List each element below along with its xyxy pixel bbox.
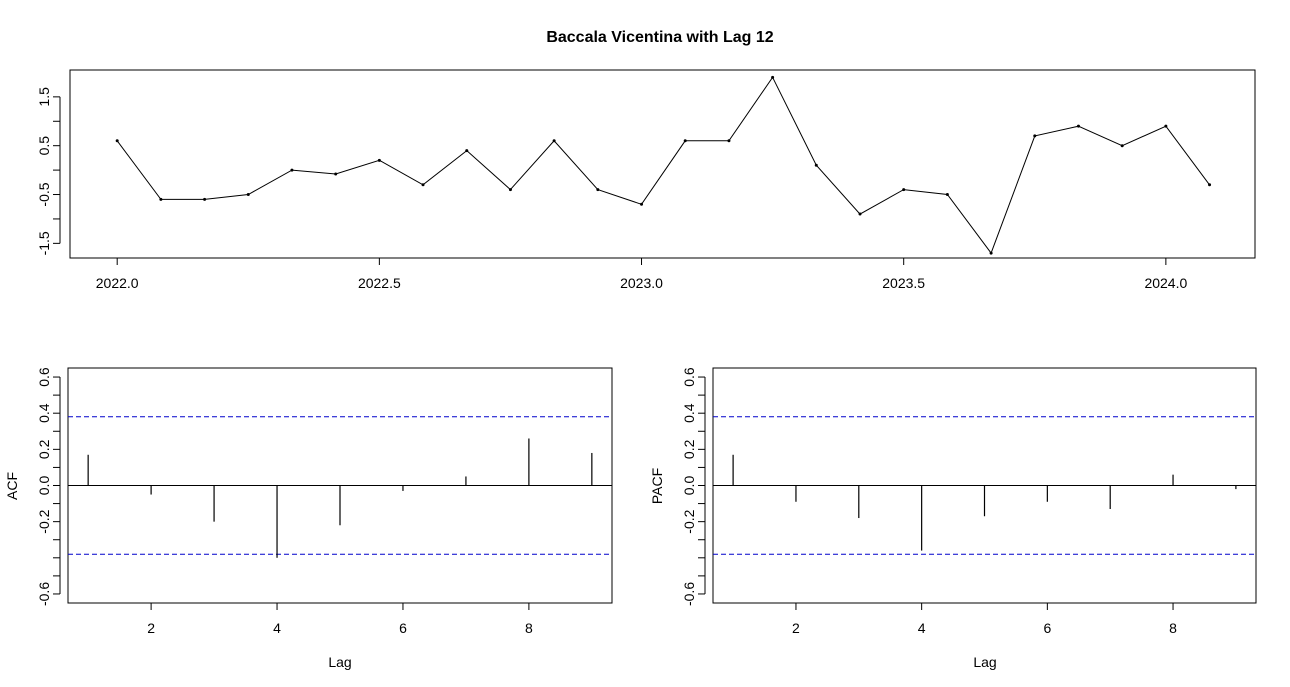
ts-y-tick-label: 0.5 (36, 136, 52, 156)
pacf-x-tick-label: 2 (792, 620, 800, 636)
acf-x-tick-label: 6 (399, 620, 407, 636)
ts-data-point (465, 149, 469, 153)
ts-data-point (1076, 124, 1080, 128)
ts-data-point (858, 212, 862, 216)
acf-y-tick-label: 0.6 (36, 367, 52, 387)
pacf-y-tick-label: -0.2 (681, 509, 697, 533)
ts-x-tick-label: 2022.0 (96, 275, 139, 291)
ts-data-point (1164, 124, 1168, 128)
ts-x-tick-label: 2023.5 (882, 275, 925, 291)
pacf-y-tick-label: 0.6 (681, 367, 697, 387)
ts-data-point (989, 251, 993, 255)
pacf-panel: -0.6 -0.2 0.0 0.2 0.4 0.6 2 4 6 8 Lag PACF (649, 367, 1257, 670)
acf-x-axis-label: Lag (328, 654, 351, 670)
ts-data-point (683, 139, 687, 143)
acf-y-tick-label: 0.4 (36, 403, 52, 423)
ts-data-point (290, 168, 294, 172)
ts-y-tick-label: -0.5 (36, 182, 52, 206)
ts-data-point (1208, 183, 1212, 187)
ts-data-point (1033, 134, 1037, 138)
ts-y-tick-label: -1.5 (36, 231, 52, 255)
ts-data-point (115, 139, 119, 143)
acf-x-tick-label: 2 (147, 620, 155, 636)
chart-title: Baccala Vicentina with Lag 12 (546, 29, 773, 46)
time-series-line (116, 76, 1210, 255)
pacf-x-axis-label: Lag (973, 654, 996, 670)
pacf-y-tick-label: 0.2 (681, 439, 697, 459)
acf-y-tick-label: -0.6 (36, 582, 52, 606)
ts-data-point (945, 193, 949, 197)
pacf-y-axis-label: PACF (649, 468, 665, 504)
ts-x-tick-label: 2023.0 (620, 275, 663, 291)
pacf-bars (732, 454, 1237, 551)
ts-data-point (640, 202, 644, 206)
acf-x-tick-label: 4 (273, 620, 281, 636)
ts-y-tick-label: 1.5 (36, 87, 52, 107)
ts-data-point (1120, 144, 1124, 148)
ts-data-point (421, 183, 425, 187)
acf-y-tick-label: -0.2 (36, 509, 52, 533)
pacf-y-tick-label: -0.6 (681, 582, 697, 606)
time-series-panel: -1.5 -0.5 0.5 1.5 2022.0 2022.5 2023.0 2023.5 20… (36, 69, 1256, 291)
acf-y-tick-label: 0.2 (36, 439, 52, 459)
ts-data-point (508, 188, 512, 192)
ts-data-point (902, 188, 906, 192)
ts-x-tick-label: 2024.0 (1144, 275, 1187, 291)
ts-data-point (203, 197, 207, 201)
time-series-axes: -1.5 -0.5 0.5 1.5 2022.0 2022.5 2023.0 2023.5 20… (36, 87, 1187, 291)
acf-x-tick-label: 8 (525, 620, 533, 636)
ts-data-point (246, 193, 250, 197)
pacf-x-tick-label: 4 (918, 620, 926, 636)
pacf-x-tick-label: 8 (1169, 620, 1177, 636)
acf-y-tick-label: 0.0 (36, 476, 52, 496)
acf-panel: -0.6 -0.2 0.0 0.2 0.4 0.6 2 4 6 8 Lag ACF (4, 367, 613, 670)
ts-data-point (814, 163, 818, 167)
pacf-y-tick-label: 0.4 (681, 403, 697, 423)
acf-y-axis-label: ACF (4, 472, 20, 500)
ts-data-point (771, 75, 775, 79)
ts-data-point (334, 172, 338, 176)
acf-bars (87, 438, 593, 558)
time-series-points (115, 75, 1212, 255)
ts-data-point (596, 188, 600, 192)
acf-axes: -0.6 -0.2 0.0 0.2 0.4 0.6 2 4 6 8 (36, 367, 612, 636)
ts-data-point (377, 158, 381, 162)
ts-x-tick-label: 2022.5 (358, 275, 401, 291)
ts-data-point (552, 139, 556, 143)
pacf-axes: -0.6 -0.2 0.0 0.2 0.4 0.6 2 4 6 8 (681, 367, 1256, 636)
pacf-y-tick-label: 0.0 (681, 476, 697, 496)
ts-data-point (159, 197, 163, 201)
ts-data-point (727, 139, 731, 143)
pacf-x-tick-label: 6 (1043, 620, 1051, 636)
